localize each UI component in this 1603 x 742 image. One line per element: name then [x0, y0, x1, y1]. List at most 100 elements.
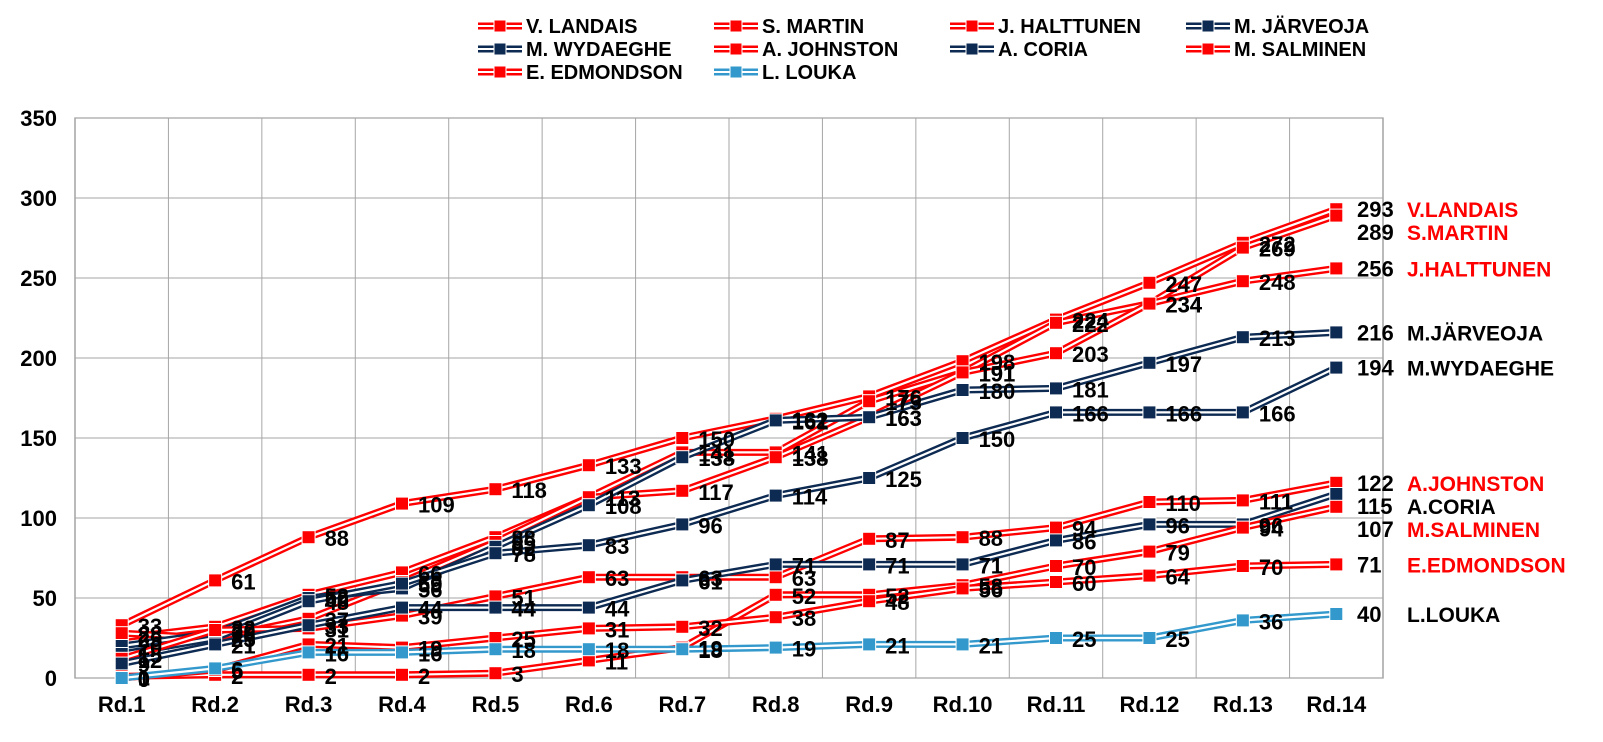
data-point-marker: [675, 431, 690, 445]
data-label: 94: [1072, 517, 1097, 542]
data-label: 150: [698, 427, 735, 452]
end-series-name: A.CORIA: [1407, 496, 1496, 519]
legend-swatch-marker: [729, 19, 743, 33]
data-point-marker: [1049, 631, 1063, 645]
data-label: 36: [1259, 609, 1283, 634]
data-point-marker: [675, 483, 690, 498]
end-series-name: S.MARTIN: [1407, 222, 1509, 245]
y-tick-label: 150: [20, 426, 57, 451]
data-label: 51: [511, 585, 535, 610]
data-point-marker: [208, 573, 223, 588]
data-label: 133: [605, 454, 642, 479]
data-label: 96: [698, 513, 722, 538]
data-label: 234: [1165, 293, 1202, 318]
data-label: 70: [1259, 555, 1283, 580]
data-label: 150: [979, 427, 1016, 452]
legend-label: A. JOHNSTON: [762, 39, 898, 61]
data-label: 118: [511, 478, 547, 503]
data-point-marker: [1235, 274, 1250, 289]
y-tick-label: 350: [20, 106, 57, 131]
data-label: 222: [1072, 312, 1109, 337]
x-tick-label: Rd.11: [1027, 692, 1086, 717]
y-tick-label: 50: [33, 586, 57, 611]
data-point-marker: [768, 610, 783, 625]
legend-swatch-marker: [493, 65, 507, 79]
data-label: 28: [231, 622, 255, 647]
data-point-marker: [1329, 208, 1344, 223]
data-point-marker: [1329, 487, 1344, 501]
end-value-label: 216: [1357, 320, 1394, 345]
legend-item: A. JOHNSTON: [714, 39, 898, 61]
end-value-label: 107: [1357, 517, 1394, 542]
data-point-marker: [955, 530, 970, 545]
data-label: 32: [698, 616, 722, 641]
data-label: 25: [231, 627, 255, 652]
data-label: 125: [885, 467, 922, 492]
data-point-marker: [1235, 405, 1250, 420]
data-label: 19: [698, 637, 722, 662]
data-point-marker: [1329, 261, 1344, 276]
y-tick-label: 100: [20, 506, 57, 531]
legend-label: V. LANDAIS: [526, 16, 638, 38]
data-label: 64: [1165, 565, 1190, 590]
end-series-name: M.JÄRVEOJA: [1407, 322, 1543, 345]
data-label: 6: [231, 657, 243, 682]
data-point-marker: [581, 498, 596, 513]
data-point-marker: [862, 557, 877, 572]
data-point-marker: [768, 450, 783, 465]
legend-swatch-marker: [729, 65, 743, 79]
end-value-label: 71: [1357, 552, 1381, 577]
data-label: 248: [1259, 270, 1296, 295]
data-label: 15: [138, 643, 162, 668]
data-label: 78: [511, 542, 535, 567]
data-label: 18: [605, 638, 629, 663]
data-point-marker: [301, 594, 316, 609]
data-point-marker: [1142, 355, 1157, 370]
data-label: 44: [511, 597, 536, 622]
data-label: 16: [325, 641, 349, 666]
data-label: 44: [605, 597, 630, 622]
data-point-marker: [1049, 533, 1063, 548]
data-label: 63: [698, 566, 722, 591]
data-point-marker: [1329, 325, 1344, 340]
data-point-marker: [395, 600, 409, 615]
data-label: 1: [138, 665, 150, 690]
end-series-name: A.JOHNSTON: [1407, 473, 1544, 496]
legend-label: L. LOUKA: [762, 62, 856, 84]
data-label: 161: [792, 409, 829, 434]
data-label: 52: [325, 584, 349, 609]
data-point-marker: [1049, 575, 1063, 589]
legend-swatch-marker: [493, 42, 507, 56]
data-point-marker: [488, 546, 503, 561]
data-point-marker: [208, 637, 223, 652]
legend-item: M. JÄRVEOJA: [1186, 15, 1369, 38]
data-point-marker: [1049, 346, 1063, 361]
legend-item: A. CORIA: [950, 39, 1088, 61]
data-point-marker: [1329, 499, 1344, 514]
data-point-marker: [301, 530, 316, 545]
data-label: 66: [418, 561, 442, 586]
data-label: 141: [792, 441, 829, 466]
legend-swatch-marker: [965, 42, 979, 56]
data-label: 88: [511, 526, 535, 551]
data-label: 79: [1165, 541, 1189, 566]
data-label: 25: [231, 627, 255, 652]
y-tick-label: 0: [45, 666, 57, 691]
data-label: 20: [138, 635, 162, 660]
series-a-coria: [114, 487, 1344, 671]
data-label: 224: [1072, 309, 1109, 334]
data-point-marker: [768, 488, 783, 503]
data-label: 88: [979, 526, 1003, 551]
series-line-inner: [121, 563, 1337, 680]
data-point-marker: [1142, 631, 1157, 645]
data-point-marker: [301, 618, 316, 633]
data-label: 18: [698, 638, 722, 663]
data-label: 60: [1072, 571, 1096, 596]
legend-swatch-marker: [493, 19, 507, 33]
data-point-marker: [955, 637, 970, 652]
data-point-marker: [1142, 568, 1157, 583]
data-label: 58: [979, 574, 1003, 599]
x-tick-label: Rd.12: [1119, 692, 1179, 717]
data-label: 32: [231, 616, 255, 641]
